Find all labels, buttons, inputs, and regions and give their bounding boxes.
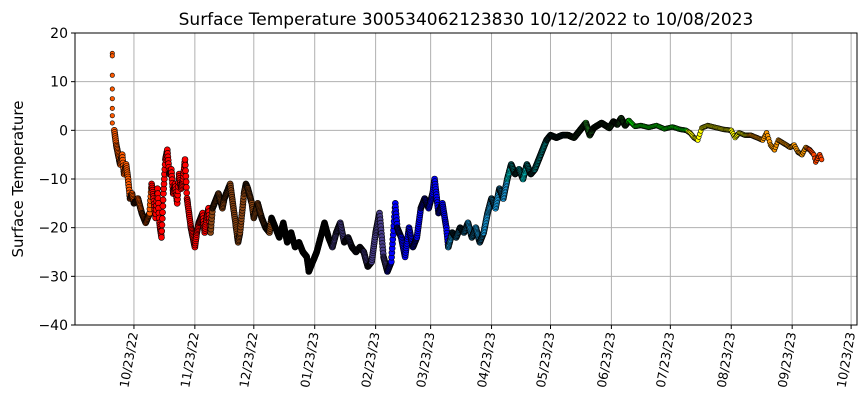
- data-point: [158, 234, 165, 241]
- y-tick-label: −40: [38, 318, 68, 334]
- x-tick-label: 08/23/23: [714, 331, 739, 389]
- y-axis-label: Surface Temperature: [9, 101, 27, 258]
- x-tick-label: 09/23/23: [775, 331, 800, 389]
- data-point: [159, 196, 167, 204]
- y-tick-label: 10: [50, 75, 68, 91]
- data-point: [183, 184, 190, 191]
- x-tick-label: 03/23/23: [413, 331, 438, 389]
- x-tick-label: 01/23/23: [297, 331, 322, 389]
- data-point: [182, 178, 190, 186]
- x-tick-label: 11/23/22: [177, 331, 202, 389]
- y-tick-label: −20: [38, 221, 68, 237]
- x-tick-label: 02/23/23: [358, 331, 383, 389]
- data-point: [181, 156, 189, 163]
- data-point: [109, 105, 115, 111]
- data-point: [159, 209, 166, 216]
- y-tick-label: −30: [38, 269, 68, 285]
- data-point: [183, 189, 190, 197]
- data-point: [109, 53, 115, 59]
- data-point: [109, 113, 115, 119]
- data-point: [159, 202, 167, 210]
- data-point: [182, 172, 190, 180]
- data-point: [182, 161, 189, 169]
- y-axis: 20 10 0 −10 −20 −30 −40: [38, 26, 75, 334]
- data-point: [109, 120, 115, 126]
- data-point: [109, 72, 115, 78]
- grid: [75, 32, 857, 326]
- y-tick-label: 0: [59, 123, 68, 139]
- data-point: [818, 156, 825, 163]
- data-point: [158, 221, 166, 229]
- y-tick-label: 20: [50, 26, 68, 42]
- x-tick-label: 05/23/23: [533, 331, 558, 389]
- x-tick-label: 07/23/23: [653, 331, 678, 389]
- y-tick-label: −10: [38, 172, 68, 188]
- chart-title: Surface Temperature 300534062123830 10/1…: [179, 10, 754, 30]
- data-point: [158, 227, 165, 235]
- data-point: [159, 215, 166, 222]
- x-tick-label: 12/23/22: [236, 331, 261, 389]
- x-tick-label: 06/23/23: [594, 331, 619, 389]
- data-point: [109, 96, 115, 102]
- x-axis: 10/23/22 11/23/22 12/23/22 01/23/23 02/23/23…: [116, 325, 858, 389]
- x-tick-label: 10/23/22: [116, 331, 141, 389]
- data-point: [109, 86, 115, 92]
- x-tick-label: 10/23/23: [834, 331, 859, 389]
- x-tick-label: 04/23/23: [474, 331, 499, 389]
- data-point: [182, 167, 189, 174]
- data-points: [109, 50, 825, 275]
